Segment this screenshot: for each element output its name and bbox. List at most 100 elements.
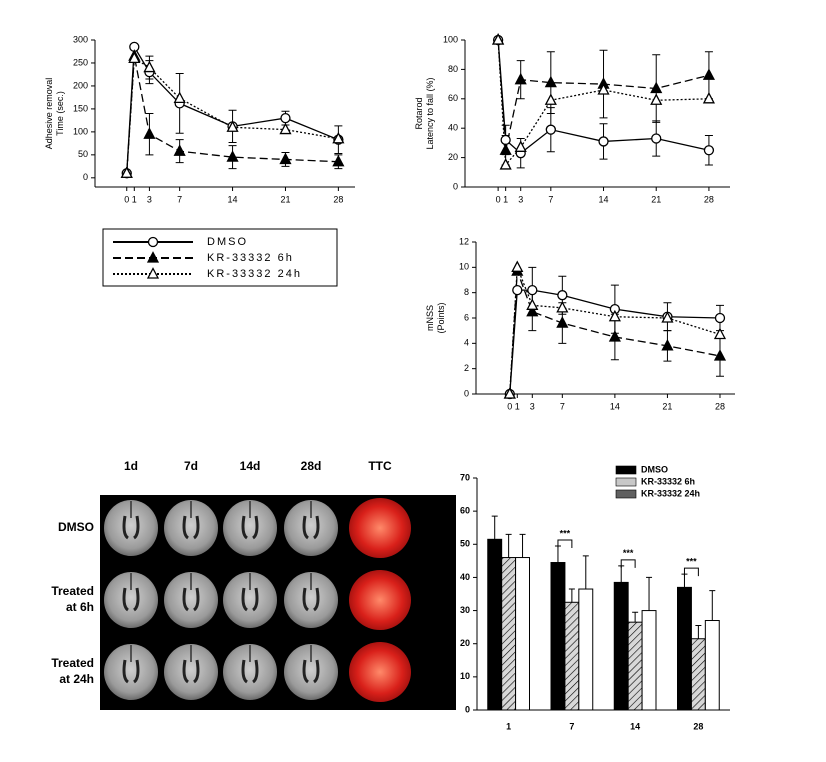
error-bar	[554, 545, 561, 563]
y-tick-label: 40	[448, 123, 458, 133]
ventricle	[122, 587, 140, 612]
marker	[527, 284, 538, 296]
y-axis-label: mNSS (Points)	[425, 302, 446, 333]
marker	[650, 93, 663, 105]
y-axis-label-line: Adhesive removal	[44, 78, 54, 150]
significance-label: ***	[623, 548, 634, 558]
x-tick-label: 3	[530, 401, 535, 411]
y-tick-label: 60	[448, 93, 458, 103]
significance-bracket	[620, 559, 636, 568]
marker	[279, 122, 292, 135]
marker	[713, 327, 727, 340]
y-tick-label: 4	[464, 338, 469, 348]
mri-slice	[284, 644, 338, 700]
y-axis-label-line: Rotarod	[414, 97, 424, 129]
ventricle	[122, 659, 140, 684]
marker	[557, 290, 568, 301]
x-tick-label: 28	[333, 194, 343, 204]
ttc-slice	[349, 642, 411, 702]
marker	[651, 133, 662, 144]
marker	[650, 81, 663, 94]
x-tick-label: 7	[548, 194, 553, 204]
mri-slice	[164, 644, 218, 700]
bar	[515, 557, 530, 711]
marker	[499, 158, 512, 170]
marker	[661, 338, 674, 351]
y-tick-label: 300	[73, 34, 88, 44]
bar	[704, 620, 720, 711]
y-tick-label: 100	[73, 126, 88, 136]
ventricle	[241, 659, 259, 684]
bar	[613, 581, 629, 711]
y-tick-label: 0	[83, 172, 88, 182]
x-tick-label: 7	[177, 194, 182, 204]
column-label: 1d	[124, 459, 138, 473]
row-label: at 24h	[59, 672, 94, 686]
marker	[280, 112, 291, 124]
marker	[526, 298, 539, 310]
ventricle	[182, 659, 200, 684]
error-bar	[618, 565, 625, 583]
y-tick-label: 20	[460, 638, 470, 648]
y-tick-label: 20	[448, 152, 458, 162]
marker	[544, 93, 557, 105]
ventricle	[182, 587, 200, 612]
marker	[511, 260, 524, 272]
mri-slice	[104, 572, 158, 628]
error-bar	[491, 515, 498, 540]
marker	[173, 144, 186, 156]
marker	[503, 387, 516, 399]
marker	[499, 143, 512, 155]
error-bar	[695, 624, 702, 639]
y-tick-label: 50	[78, 149, 88, 159]
ventricle	[302, 515, 320, 540]
significance-label: ***	[686, 556, 697, 566]
x-tick-label: 21	[651, 194, 661, 204]
marker	[702, 91, 715, 104]
marker	[608, 330, 621, 342]
x-tick-label: 7	[569, 721, 574, 731]
bar	[677, 586, 692, 711]
marker	[120, 166, 133, 178]
x-tick-label: 1	[515, 401, 520, 411]
mri-slice	[223, 500, 277, 556]
x-tick-label: 21	[280, 194, 290, 204]
significance-label: ***	[560, 528, 571, 538]
row-label: DMSO	[58, 520, 94, 534]
ventricle	[302, 659, 320, 684]
marker	[279, 152, 292, 165]
x-tick-label: 14	[610, 401, 620, 411]
ventricle	[241, 587, 259, 612]
marker	[147, 236, 159, 248]
x-tick-label: 14	[599, 194, 609, 204]
x-tick-label: 14	[630, 721, 640, 731]
ventricle	[122, 515, 140, 540]
marker	[332, 131, 345, 144]
marker	[598, 136, 609, 147]
marker	[702, 68, 715, 80]
y-axis-label-line: mNSS	[425, 305, 435, 331]
error-bar	[519, 533, 526, 558]
y-axis-label-line: Latency to fall (%)	[425, 77, 435, 149]
y-tick-label: 0	[465, 704, 470, 714]
ttc-slice	[349, 570, 411, 630]
marker	[128, 51, 141, 64]
bar	[564, 601, 580, 711]
y-tick-label: 150	[73, 103, 88, 113]
y-tick-label: 70	[460, 472, 470, 482]
bar	[487, 538, 503, 711]
ttc-slice	[349, 498, 411, 558]
y-tick-label: 0	[453, 181, 458, 191]
y-tick-label: 0	[464, 388, 469, 398]
mri-slice	[284, 500, 338, 556]
mri-slice	[223, 572, 277, 628]
significance-bracket	[683, 567, 699, 577]
marker	[556, 300, 569, 313]
y-tick-label: 60	[460, 506, 470, 516]
marker	[500, 134, 511, 146]
marker	[332, 154, 345, 167]
column-label: 7d	[184, 459, 198, 473]
marker	[545, 124, 556, 135]
marker	[143, 60, 156, 73]
x-tick-label: 3	[147, 194, 152, 204]
